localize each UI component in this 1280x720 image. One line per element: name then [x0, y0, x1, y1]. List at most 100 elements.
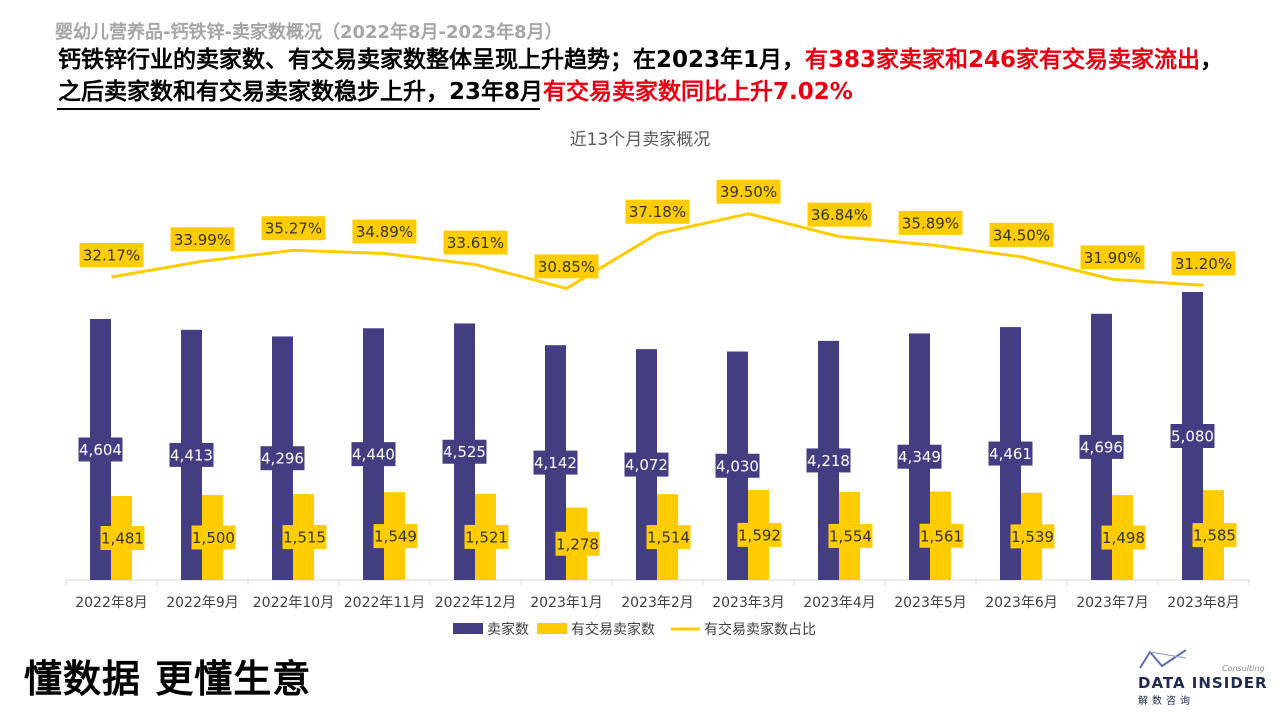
seller-label-box [1079, 434, 1124, 459]
ratio-label-box [79, 243, 144, 267]
trading-seller-label: 1,521 [465, 528, 508, 546]
seller-count-label: 4,142 [534, 454, 577, 472]
ratio-label: 32.17% [83, 247, 140, 265]
ratio-label-box [807, 202, 872, 227]
headline-underline [57, 108, 540, 110]
logo-text: DATA INSIDER [1138, 674, 1268, 692]
logo-tagline: Consulting [1222, 664, 1265, 673]
ratio-label-box [1171, 251, 1236, 276]
ratio-line [111, 212, 1204, 290]
x-tick-label: 2022年10月 [253, 595, 334, 611]
trading-seller-label: 1,515 [283, 529, 326, 547]
chart-title: 近13个月卖家概况 [570, 130, 711, 150]
seller-label-box [715, 453, 760, 478]
page-subtitle: 婴幼儿营养品-钙铁锌-卖家数概况（2022年8月-2023年8月） [55, 22, 563, 43]
legend-label-sellers: 卖家数 [487, 621, 529, 638]
ratio-label-box [716, 179, 781, 204]
x-tick-label: 2023年1月 [530, 595, 603, 611]
trading-label-box [191, 525, 236, 550]
trading-seller-label: 1,554 [829, 527, 872, 545]
trading-label-box [737, 522, 782, 547]
slogan: 懂数据 更懂生意 [24, 657, 312, 701]
legend-swatch-sellers [453, 623, 483, 634]
seller-count-label: 4,604 [79, 441, 122, 459]
seller-count-label: 4,440 [352, 446, 395, 464]
headline-segment: 钙铁锌行业的卖家数、有交易卖家数整体呈现上升趋势；在2023年1月， [58, 47, 806, 73]
ratio-label: 37.18% [629, 203, 686, 221]
x-tick-label: 2023年6月 [985, 595, 1058, 611]
seller-count-label: 4,525 [443, 443, 486, 461]
ratio-label-box [625, 199, 690, 224]
ratio-label: 34.50% [993, 226, 1050, 244]
trading-label-box [919, 523, 964, 548]
seller-count-label: 4,461 [989, 445, 1032, 463]
trading-seller-label: 1,278 [556, 535, 599, 553]
x-tick-label: 2023年5月 [894, 595, 967, 611]
ratio-label-box [1080, 245, 1145, 270]
ratio-label: 39.50% [720, 183, 777, 201]
trading-seller-label: 1,514 [647, 529, 690, 547]
seller-count-label: 4,072 [625, 456, 668, 474]
x-tick-label: 2023年4月 [803, 595, 876, 611]
headline-segment: ，之后卖家数和有交易卖家数稳步上升，23年8月 [58, 47, 1224, 105]
ratio-label: 31.20% [1175, 255, 1232, 273]
seller-label-box [169, 442, 214, 467]
trading-label-box [646, 525, 691, 550]
seller-label-box [806, 448, 851, 473]
trading-label-box [828, 523, 873, 548]
trading-seller-label: 1,592 [738, 526, 781, 544]
ratio-label-box [261, 216, 326, 241]
seller-count-label: 4,349 [898, 448, 941, 466]
x-tick-label: 2023年7月 [1076, 595, 1149, 611]
seller-label-box [351, 442, 396, 467]
ratio-label: 35.27% [265, 220, 322, 238]
seller-count-label: 4,413 [170, 446, 213, 464]
trading-seller-label: 1,561 [920, 527, 963, 545]
logo-subtext: 解数咨询 [1138, 696, 1194, 707]
trading-label-box [1192, 523, 1237, 548]
trading-seller-label: 1,549 [374, 528, 417, 546]
trading-seller-label: 1,585 [1193, 527, 1236, 545]
seller-count-label: 4,696 [1080, 438, 1123, 456]
trading-seller-label: 1,539 [1011, 528, 1054, 546]
seller-label-box [78, 437, 123, 462]
ratio-label: 31.90% [1084, 249, 1141, 267]
ratio-label: 33.99% [174, 231, 231, 249]
x-tick-label: 2023年3月 [712, 595, 785, 611]
seller-label-box [533, 450, 578, 475]
headline: 钙铁锌行业的卖家数、有交易卖家数整体呈现上升趋势；在2023年1月，有383家卖… [58, 44, 1228, 108]
trading-label-box [100, 526, 145, 551]
trading-label-box [373, 524, 418, 549]
legend-swatch-trading [537, 623, 567, 634]
x-tick-label: 2022年9月 [166, 595, 239, 611]
seller-label-box [624, 452, 669, 477]
trading-seller-label: 1,500 [192, 529, 235, 547]
seller-label-box [1170, 424, 1215, 448]
x-tick-label: 2022年11月 [344, 595, 425, 611]
seller-label-box [260, 446, 305, 471]
trading-label-box [464, 524, 509, 549]
ratio-label: 36.84% [811, 206, 868, 224]
x-tick-label: 2022年12月 [435, 595, 516, 611]
ratio-label-box [352, 219, 417, 244]
seller-count-label: 5,080 [1171, 428, 1214, 446]
ratio-label-box [898, 210, 963, 235]
seller-label-box [988, 441, 1033, 466]
trading-seller-label: 1,481 [101, 530, 144, 548]
headline-segment: 有交易卖家数同比上升7.02% [543, 79, 853, 105]
ratio-label: 33.61% [447, 234, 504, 252]
seller-label-box [897, 444, 942, 469]
x-tick-label: 2023年8月 [1167, 595, 1240, 611]
x-tick-label: 2022年8月 [75, 595, 148, 611]
ratio-label-box [443, 230, 508, 255]
ratio-label: 34.89% [356, 223, 413, 241]
ratio-label-box [534, 254, 599, 279]
headline-segment: 有383家卖家和246家有交易卖家流出 [805, 47, 1201, 73]
seller-count-label: 4,218 [807, 452, 850, 470]
legend-label-ratio: 有交易卖家数占比 [704, 621, 816, 638]
logo-mark-icon [1139, 649, 1187, 669]
seller-label-box [442, 439, 487, 464]
x-tick-label: 2023年2月 [621, 595, 694, 611]
legend-label-trading: 有交易卖家数 [571, 621, 655, 638]
